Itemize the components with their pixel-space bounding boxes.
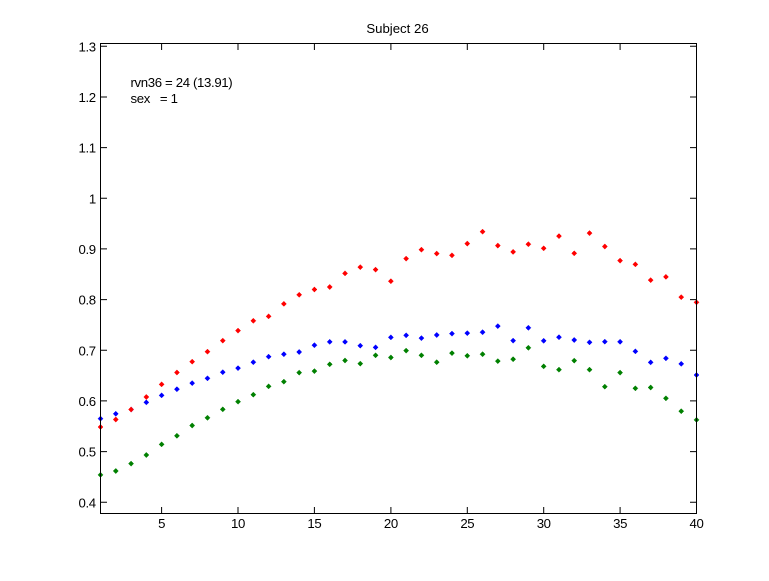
svg-text:sex = 1: sex = 1: [131, 91, 178, 106]
svg-text:1: 1: [89, 191, 96, 206]
svg-text:0.7: 0.7: [79, 343, 96, 358]
svg-text:0.4: 0.4: [79, 495, 96, 510]
svg-text:rvn36 = 24 (13.91): rvn36 = 24 (13.91): [131, 75, 233, 90]
svg-text:40: 40: [690, 516, 704, 531]
svg-text:35: 35: [613, 516, 627, 531]
svg-text:0.8: 0.8: [79, 293, 96, 308]
svg-text:25: 25: [460, 516, 474, 531]
svg-text:30: 30: [537, 516, 551, 531]
svg-text:1.1: 1.1: [79, 141, 96, 156]
svg-text:0.5: 0.5: [79, 445, 96, 460]
svg-text:Subject 26: Subject 26: [366, 21, 428, 36]
svg-text:15: 15: [307, 516, 321, 531]
svg-text:0.9: 0.9: [79, 242, 96, 257]
svg-text:20: 20: [384, 516, 398, 531]
svg-text:1.3: 1.3: [79, 39, 96, 54]
svg-text:0.6: 0.6: [79, 394, 96, 409]
svg-text:1.2: 1.2: [79, 90, 96, 105]
svg-text:5: 5: [158, 516, 165, 531]
svg-text:10: 10: [231, 516, 245, 531]
